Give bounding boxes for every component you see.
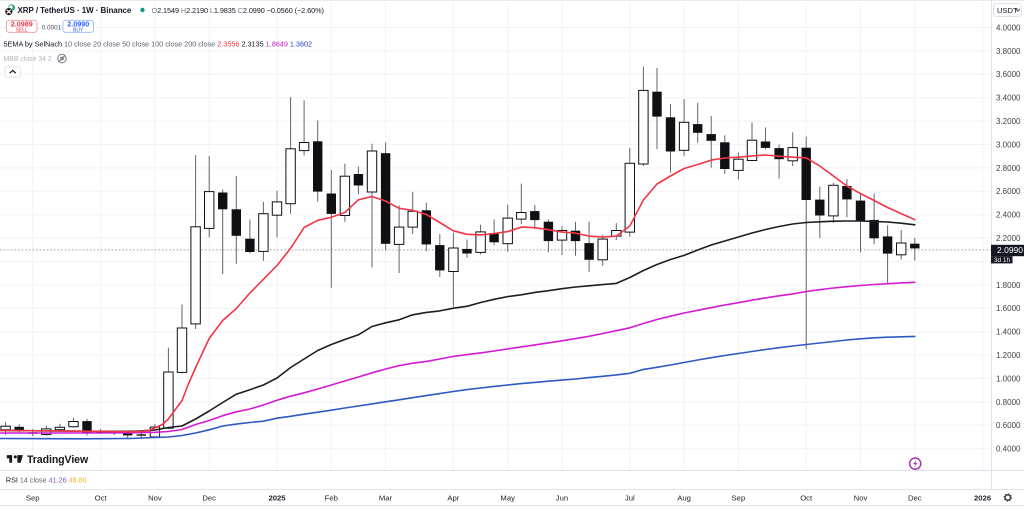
svg-text:Oct: Oct: [95, 493, 108, 502]
svg-text:1.2000: 1.2000: [996, 351, 1021, 360]
svg-text:Jul: Jul: [625, 493, 635, 502]
svg-text:Mar: Mar: [379, 493, 393, 502]
svg-text:XRP / TetherUS · 1W · Binance: XRP / TetherUS · 1W · Binance: [18, 6, 132, 15]
svg-text:Aug: Aug: [677, 493, 691, 502]
svg-text:Dec: Dec: [202, 493, 216, 502]
svg-text:Sep: Sep: [732, 493, 746, 502]
svg-text:5EMA by SelNach 10 close 20 cl: 5EMA by SelNach 10 close 20 close 50 clo…: [4, 39, 313, 48]
svg-text:0.8000: 0.8000: [996, 398, 1021, 407]
svg-text:3.4000: 3.4000: [996, 94, 1021, 103]
svg-text:MBB close 34 2: MBB close 34 2: [4, 56, 52, 63]
svg-text:2.0990: 2.0990: [997, 245, 1023, 255]
svg-text:May: May: [500, 493, 515, 502]
svg-text:Dec: Dec: [908, 493, 922, 502]
svg-text:2026: 2026: [974, 493, 991, 502]
svg-text:1.0000: 1.0000: [996, 374, 1021, 383]
svg-text:Oct: Oct: [800, 493, 813, 502]
svg-text:2.6000: 2.6000: [996, 187, 1021, 196]
svg-text:Apr: Apr: [447, 493, 459, 502]
svg-text:3.8000: 3.8000: [996, 47, 1021, 56]
svg-text:TradingView: TradingView: [27, 454, 89, 466]
svg-text:1.8000: 1.8000: [996, 281, 1021, 290]
svg-text:Feb: Feb: [325, 493, 338, 502]
svg-text:1.6000: 1.6000: [996, 304, 1021, 313]
svg-text:0.0001: 0.0001: [42, 25, 62, 32]
svg-text:Jun: Jun: [556, 493, 568, 502]
svg-text:RSI 14 close 41.26 48.80: RSI 14 close 41.26 48.80: [6, 475, 87, 484]
svg-text:2025: 2025: [268, 493, 286, 502]
svg-text:2.0990: 2.0990: [67, 20, 89, 29]
svg-text:Nov: Nov: [148, 493, 162, 502]
svg-text:O2.1549 H2.2190 L1.9835 C2.099: O2.1549 H2.2190 L1.9835 C2.0990 −0.0560 …: [152, 6, 324, 15]
svg-text:3.6000: 3.6000: [996, 70, 1021, 79]
svg-text:3.2000: 3.2000: [996, 117, 1021, 126]
svg-text:3d 1h: 3d 1h: [994, 257, 1010, 264]
svg-text:2.2000: 2.2000: [996, 234, 1021, 243]
svg-text:Sep: Sep: [26, 493, 40, 502]
svg-text:4.0000: 4.0000: [996, 23, 1021, 32]
svg-text:2.8000: 2.8000: [996, 164, 1021, 173]
svg-text:2.0989: 2.0989: [11, 20, 33, 29]
svg-text:2.4000: 2.4000: [996, 211, 1021, 220]
svg-text:USDT: USDT: [997, 6, 1018, 15]
svg-text:Nov: Nov: [854, 493, 868, 502]
svg-text:3.0000: 3.0000: [996, 140, 1021, 149]
svg-text:SELL: SELL: [16, 28, 28, 34]
svg-text:BUY: BUY: [73, 28, 84, 34]
svg-text:0.4000: 0.4000: [996, 445, 1021, 454]
svg-text:1.4000: 1.4000: [996, 328, 1021, 337]
svg-text:0.6000: 0.6000: [996, 421, 1021, 430]
